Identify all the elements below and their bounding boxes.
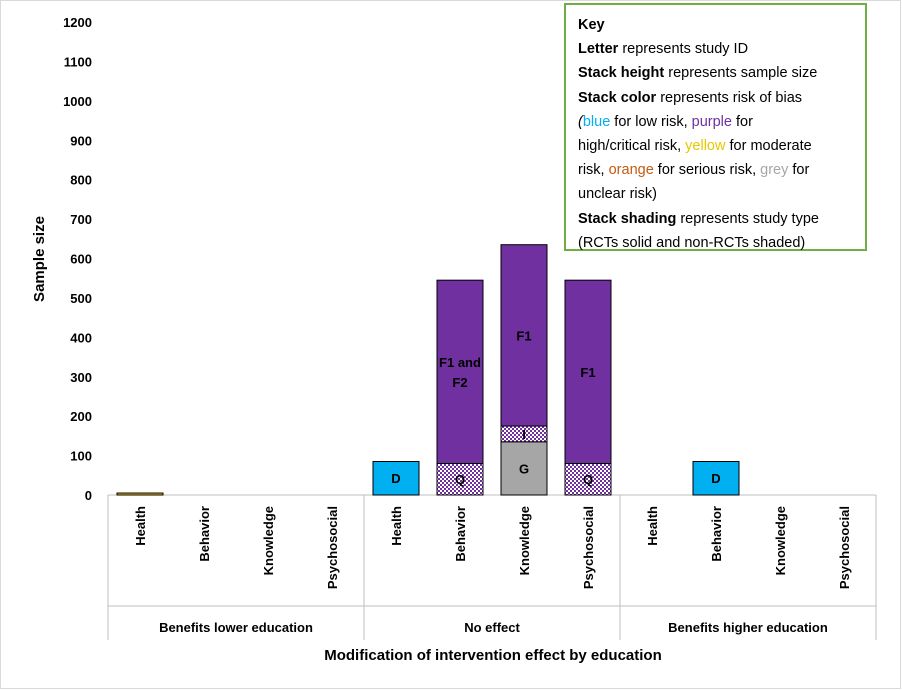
category-tick-label: Knowledge (773, 506, 788, 575)
y-tick-label: 1100 (64, 54, 92, 69)
key-title: Key (578, 17, 605, 33)
bar-segment-label: I (522, 427, 526, 442)
bar-segment-label: F1 (580, 365, 595, 380)
bar-segment (436, 279, 484, 464)
bar-segment (372, 460, 420, 496)
y-tick-label: 800 (70, 173, 92, 188)
category-axis: Health Behavior Knowledge Psychosocial Benef… (107, 494, 877, 640)
bar-segment-label: D (391, 471, 400, 486)
y-tick-label: 700 (70, 212, 92, 227)
category-tick-label: Psychosocial (581, 506, 596, 589)
bar-stacks: D Q F1 and F2 G I F1 Q F1 D (116, 244, 740, 496)
y-tick-label: 1000 (63, 94, 92, 109)
y-tick-label: 0 (85, 488, 92, 503)
bar-segment-label: F1 and F2 (439, 355, 481, 390)
bar-segment (436, 462, 484, 496)
bar-segment (500, 244, 548, 427)
x-axis-title: Modification of intervention effect by e… (324, 647, 662, 664)
key-line-stack-color: Stack color represents risk of bias (578, 89, 803, 106)
y-axis-ticks: 0 100 200 300 400 500 600 700 800 900 1000 1100 1200 (63, 15, 92, 503)
bar-segment (116, 492, 164, 496)
bar-segment-label: Q (455, 472, 465, 487)
category-tick-label: Behavior (197, 506, 212, 562)
y-tick-label: 1200 (63, 15, 92, 30)
bar-segment (564, 279, 612, 464)
bar-segment (692, 460, 740, 496)
category-tick-label: Psychosocial (837, 506, 852, 589)
category-tick-label: Health (389, 506, 404, 546)
category-tick-label: Health (133, 506, 148, 546)
key-line-letter: Letter represents study ID (578, 41, 749, 58)
group-label: Benefits lower education (159, 620, 313, 635)
group-label: No effect (464, 620, 520, 635)
y-tick-label: 400 (70, 330, 92, 345)
group-label: Benefits higher education (668, 620, 828, 635)
y-tick-label: 300 (70, 370, 92, 385)
bar-segment-label: G (519, 461, 529, 476)
bar-segment (564, 462, 612, 496)
key-line-colors-1: (blue for low risk, purple for (578, 113, 753, 130)
key-line-colors-4: unclear risk) (578, 186, 657, 203)
category-tick-label: Knowledge (517, 506, 532, 575)
category-tick-label: Psychosocial (325, 506, 340, 589)
bar-segment-label: F1 (516, 328, 531, 343)
chart-legend-key: Key Letter represents study ID Stack hei… (564, 3, 867, 251)
bar-segment-label: D (711, 471, 720, 486)
category-tick-label: Behavior (709, 506, 724, 562)
category-tick-label: Health (645, 506, 660, 546)
key-line-stack-height: Stack height represents sample size (578, 65, 818, 82)
key-line-colors-2: high/critical risk, yellow for moderate (578, 138, 812, 155)
y-tick-label: 600 (70, 252, 92, 267)
key-line-study-type: (RCTs solid and non-RCTs shaded) (578, 234, 806, 251)
key-line-colors-3: risk, orange for serious risk, grey for (578, 162, 810, 179)
category-tick-label: Behavior (453, 506, 468, 562)
bar-segment-label: Q (583, 472, 593, 487)
y-tick-label: 100 (70, 449, 92, 464)
key-line-stack-shading: Stack shading represents study type (578, 210, 819, 227)
y-tick-label: 200 (70, 409, 92, 424)
category-tick-label: Knowledge (261, 506, 276, 575)
y-tick-label: 900 (70, 133, 92, 148)
y-axis-title: Sample size (31, 216, 48, 302)
y-tick-label: 500 (70, 291, 92, 306)
